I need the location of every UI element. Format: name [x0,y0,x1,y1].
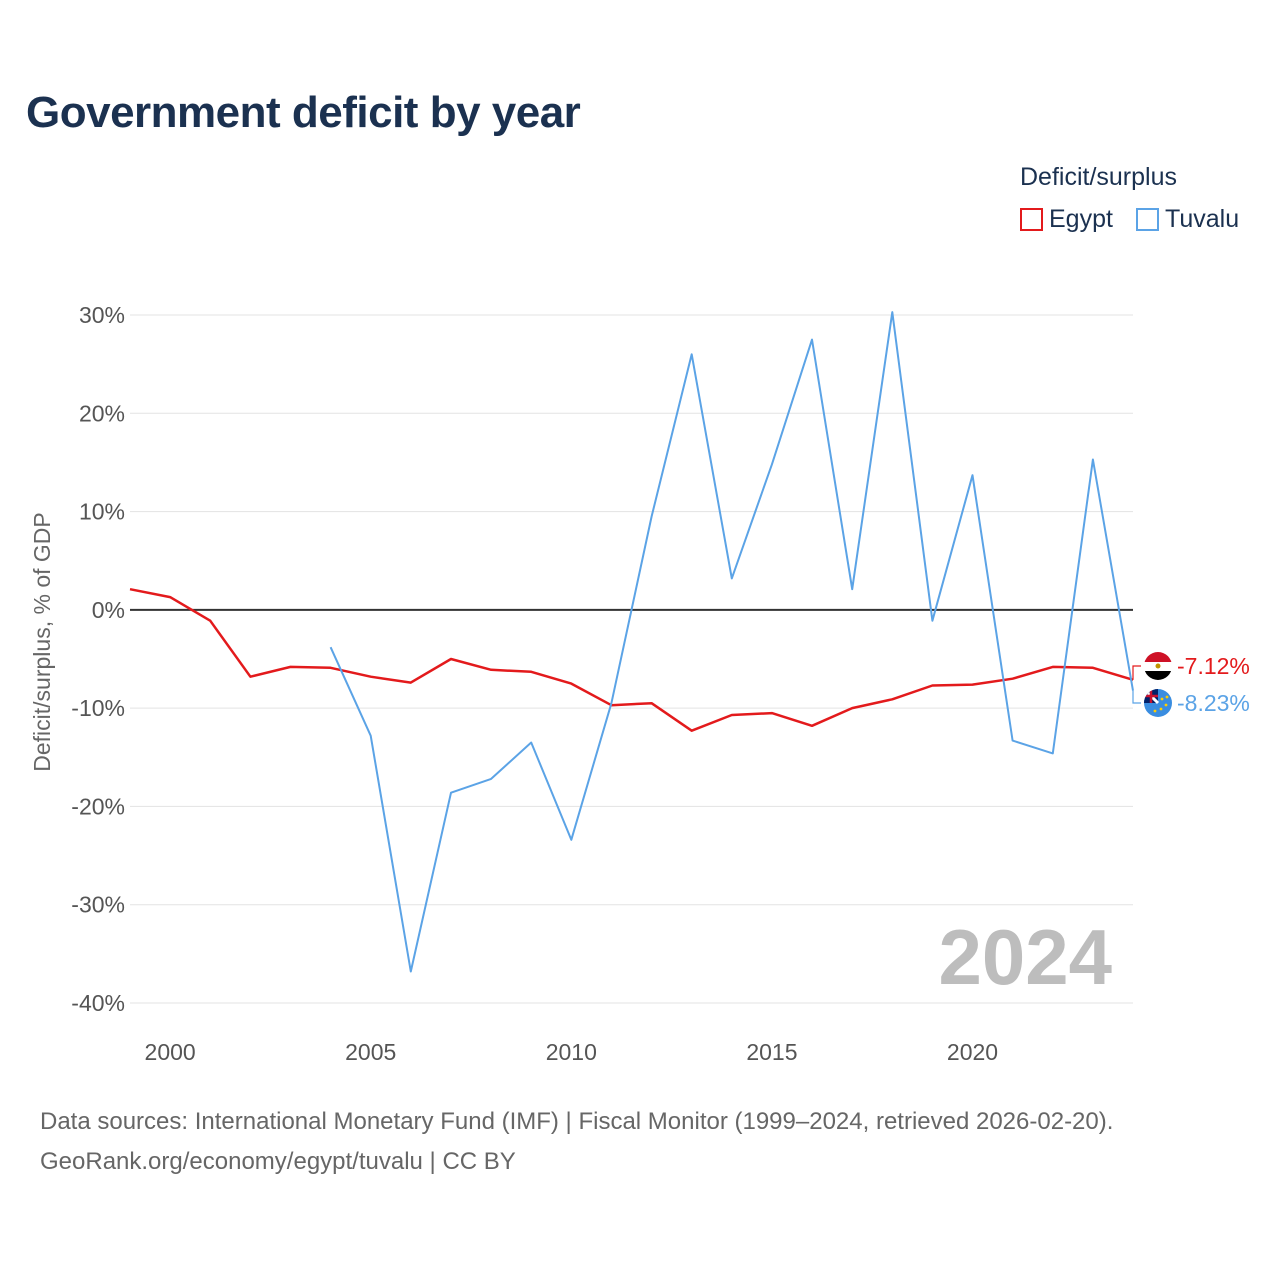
legend-label-egypt: Egypt [1049,205,1113,233]
y-axis-ticks: 30% 20% 10% 0% -10% -20% -30% -40% [71,302,125,1016]
x-tick-label: 2000 [145,1039,196,1065]
y-tick-label: -10% [71,695,125,721]
x-tick-label: 2020 [947,1039,998,1065]
y-tick-label: 30% [79,302,125,328]
legend-label-tuvalu: Tuvalu [1165,205,1240,233]
y-tick-label: -30% [71,892,125,918]
year-watermark: 2024 [938,913,1112,1001]
egypt-label-connector [1132,665,1141,680]
x-tick-label: 2005 [345,1039,396,1065]
legend-swatch-egypt [1020,208,1043,231]
legend-swatch-tuvalu [1136,208,1159,231]
series-lines [129,311,1134,973]
tuvalu-label-connector [1132,690,1141,704]
series-line-egypt[interactable] [129,587,1134,732]
footer-sources: Data sources: International Monetary Fun… [40,1108,1114,1135]
legend-title: Deficit/surplus [1020,163,1177,191]
tuvalu-flag-icon [1144,689,1172,717]
gridlines [130,314,1133,1004]
y-tick-label: -20% [71,793,125,819]
x-axis-ticks: 2000 2005 2010 2015 2020 [145,1039,999,1065]
egypt-flag-icon [1144,652,1172,680]
series-line-tuvalu[interactable] [329,311,1134,973]
footer-credit[interactable]: GeoRank.org/economy/egypt/tuvalu | CC BY [40,1148,516,1175]
line-chart: 30% 20% 10% 0% -10% -20% -30% -40% 2000 2005 2010… [29,302,1250,1065]
y-tick-label: 20% [79,400,125,426]
end-markers: -7.12% -8.23% [1132,652,1250,717]
y-axis-label: Deficit/surplus, % of GDP [29,512,55,771]
legend-item-egypt[interactable]: Egypt [1020,205,1113,234]
chart-title: Government deficit by year [26,88,581,137]
x-tick-label: 2010 [546,1039,597,1065]
y-tick-label: 0% [92,597,125,623]
tuvalu-end-value: -8.23% [1177,690,1250,716]
y-tick-label: 10% [79,499,125,525]
legend-item-tuvalu[interactable]: Tuvalu [1136,205,1239,234]
y-tick-label: -40% [71,990,125,1016]
x-tick-label: 2015 [746,1039,797,1065]
egypt-end-value: -7.12% [1177,653,1250,679]
